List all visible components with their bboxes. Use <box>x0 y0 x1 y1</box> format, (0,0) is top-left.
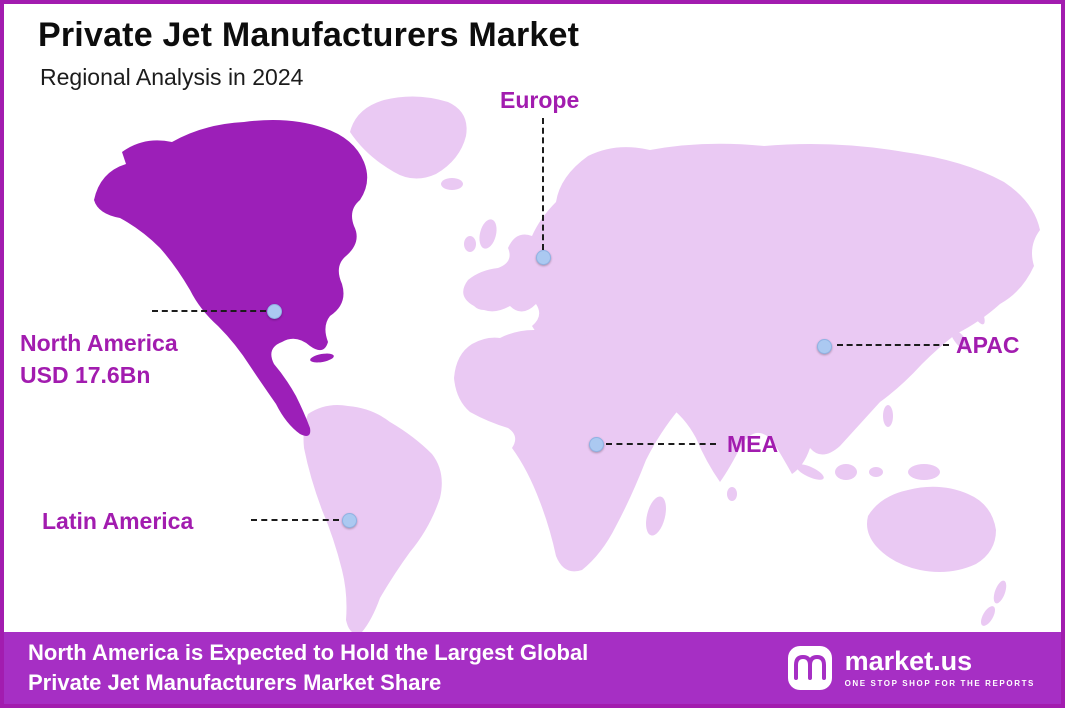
continent-north-america-highlight <box>94 120 368 436</box>
continent-eurasia <box>463 143 1040 482</box>
island-philippines <box>883 405 893 427</box>
island-japan-north <box>967 295 985 325</box>
island-ireland <box>464 236 476 252</box>
island-cuba-highlight <box>310 353 334 363</box>
island-greenland <box>350 96 467 179</box>
marker-north-america <box>267 304 282 319</box>
marker-europe <box>536 250 551 265</box>
label-europe: Europe <box>500 87 580 113</box>
marker-mea <box>589 437 604 452</box>
island-borneo <box>835 464 857 480</box>
marker-apac <box>817 339 832 354</box>
world-map <box>94 96 1040 634</box>
label-mea: MEA <box>727 431 779 457</box>
brand-tagline: ONE STOP SHOP FOR THE REPORTS <box>844 679 1035 688</box>
island-japan-south <box>950 329 970 351</box>
page-title: Private Jet Manufacturers Market <box>38 16 580 54</box>
footer-headline: North America is Expected to Hold the La… <box>28 638 588 697</box>
brand-text: market.us ONE STOP SHOP FOR THE REPORTS <box>844 646 1035 689</box>
continent-australia <box>867 486 996 572</box>
island-sumatra <box>796 464 824 480</box>
marker-latin-america <box>342 513 357 528</box>
island-great-britain <box>479 219 497 249</box>
brand-name: market.us <box>844 646 973 676</box>
footer-bar: North America is Expected to Hold the La… <box>4 632 1061 704</box>
page-subtitle: Regional Analysis in 2024 <box>40 64 304 90</box>
market-us-logo-icon <box>787 646 832 690</box>
footer-headline-line1: North America is Expected to Hold the La… <box>28 640 589 666</box>
island-new-guinea <box>908 464 940 480</box>
island-madagascar <box>646 496 666 536</box>
island-sri-lanka <box>727 487 737 501</box>
continent-south-america <box>303 405 442 634</box>
island-new-zealand-north <box>993 580 1007 604</box>
label-latin-america: Latin America <box>42 508 194 534</box>
value-north-america: USD 17.6Bn <box>20 362 151 388</box>
footer-headline-line2: Private Jet Manufacturers Market Share <box>28 670 442 695</box>
leader-line-latin-america <box>251 519 339 521</box>
island-new-zealand-south <box>981 606 995 626</box>
leader-line-europe <box>542 118 544 250</box>
label-apac: APAC <box>956 332 1020 358</box>
continent-africa <box>454 330 683 572</box>
brand-logo: market.us ONE STOP SHOP FOR THE REPORTS <box>787 645 1035 691</box>
leader-line-apac <box>837 344 949 346</box>
leader-line-mea <box>606 443 716 445</box>
leader-line-north-america <box>152 310 266 312</box>
label-north-america: North America <box>20 330 178 356</box>
island-sulawesi <box>869 467 883 477</box>
island-iceland <box>441 178 463 190</box>
